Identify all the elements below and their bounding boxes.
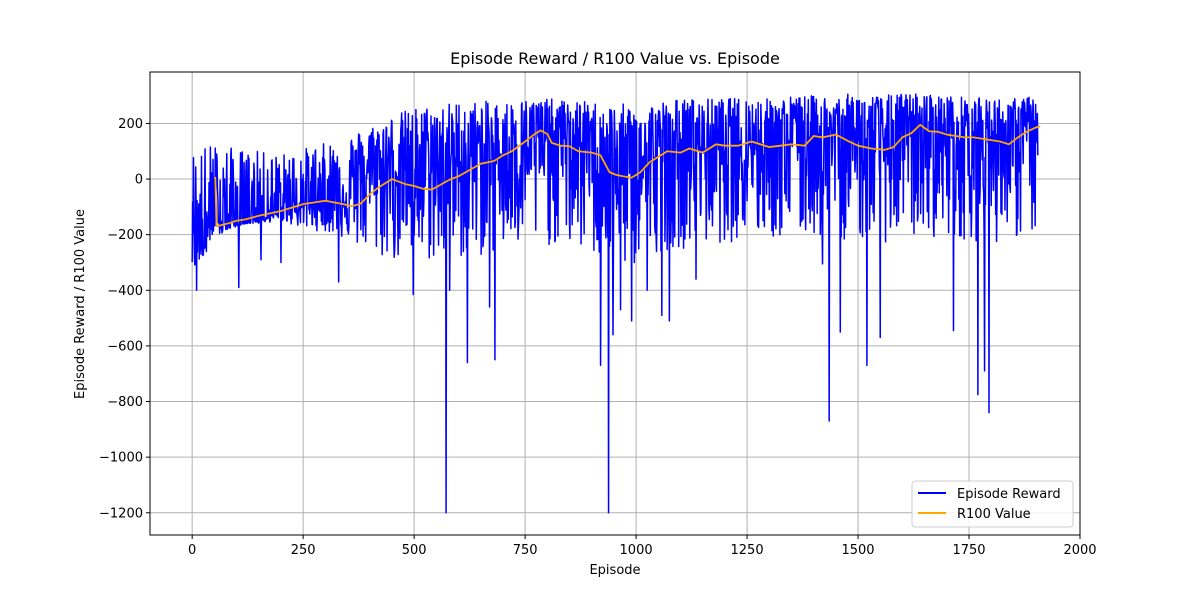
x-axis-label: Episode <box>589 563 640 578</box>
legend-label-episode-reward: Episode Reward <box>957 487 1061 502</box>
series-episode-reward <box>191 93 1039 514</box>
y-tick-label: 200 <box>118 117 143 132</box>
y-tick-label: −600 <box>107 339 143 354</box>
x-tick-label: 1750 <box>952 543 985 558</box>
x-tick-label: 1250 <box>731 543 764 558</box>
tick-layer: 0 250 500 750 1000 1250 1500 1750 2000−1200−1000… <box>99 117 1097 558</box>
plot-frame <box>149 71 1081 536</box>
x-tick-label: 0 <box>188 543 196 558</box>
y-tick-label: −400 <box>107 284 143 299</box>
legend: Episode Reward R100 Value <box>911 480 1074 528</box>
legend-label-r100: R100 Value <box>957 507 1031 522</box>
y-tick-label: −1200 <box>99 506 143 521</box>
chart-title: Episode Reward / R100 Value vs. Episode <box>450 49 780 68</box>
y-tick-label: −1000 <box>99 451 143 466</box>
series-layer <box>191 93 1041 514</box>
x-tick-label: 500 <box>402 543 427 558</box>
y-tick-label: 0 <box>135 173 143 188</box>
y-tick-label: −800 <box>107 395 143 410</box>
x-tick-label: 1500 <box>841 543 874 558</box>
y-axis-label: Episode Reward / R100 Value <box>73 209 88 399</box>
x-tick-label: 250 <box>291 543 316 558</box>
x-tick-label: 1000 <box>620 543 653 558</box>
x-tick-label: 2000 <box>1063 543 1096 558</box>
y-tick-label: −200 <box>107 228 143 243</box>
legend-box <box>911 480 1074 528</box>
series-r100-value <box>213 123 1041 228</box>
x-tick-label: 750 <box>513 543 538 558</box>
